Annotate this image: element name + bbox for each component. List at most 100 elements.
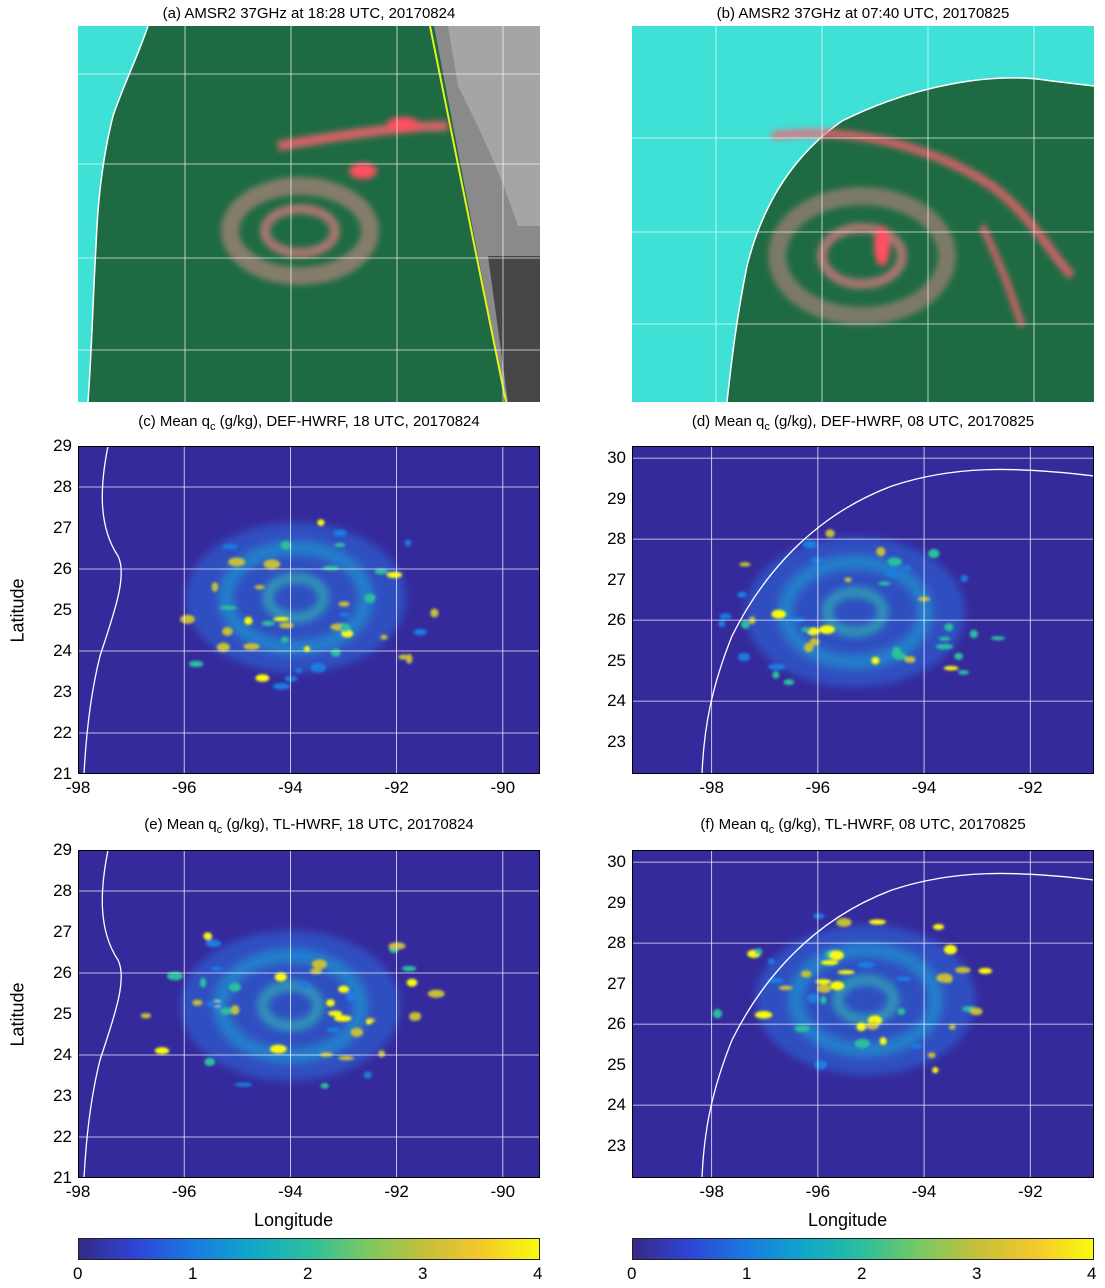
cell [430, 608, 439, 618]
cell [802, 539, 818, 549]
cell [778, 985, 793, 991]
cell [884, 569, 900, 577]
cell [311, 959, 328, 969]
y-tick-c: 26 [53, 559, 72, 578]
cell [203, 932, 213, 940]
x-tick-e: -90 [490, 1182, 516, 1201]
cell [406, 653, 413, 664]
coastline [701, 468, 1094, 774]
cell [754, 948, 763, 955]
y-tick-d: 29 [607, 488, 626, 508]
cell [928, 548, 940, 559]
colorbar-tick: 3 [972, 1264, 982, 1283]
cell [374, 568, 388, 575]
panel-a-swath-edge [429, 26, 507, 402]
cell [229, 982, 241, 992]
cell [205, 939, 222, 948]
cell [273, 616, 290, 622]
cell [830, 981, 845, 991]
cell [334, 542, 346, 548]
y-tick-c: 24 [53, 641, 72, 660]
colorbar-tick: 1 [188, 1264, 198, 1283]
panel-b-image [632, 26, 1094, 402]
cell [188, 660, 204, 668]
y-tick-c: 25 [53, 600, 72, 619]
cell [222, 627, 233, 636]
colorbar-tick: 4 [1087, 1264, 1097, 1283]
panel-b-title: (b) AMSR2 37GHz at 07:40 UTC, 20170825 [716, 5, 1010, 22]
cell [338, 1055, 355, 1061]
x-tick-f: -92 [1017, 1182, 1043, 1201]
y-axis-label-e: Latitude [7, 982, 28, 1047]
cell [338, 985, 350, 993]
y-tick-c: 29 [53, 436, 72, 455]
cell [261, 620, 275, 626]
y-tick-e: 23 [53, 1086, 72, 1105]
cell [363, 1071, 372, 1079]
panel-d-title: (d) Mean qc (g/kg), DEF-HWRF, 08 UTC, 20… [691, 413, 1035, 433]
colorbar-tick: 0 [627, 1264, 637, 1283]
colorbar-tick: 2 [303, 1264, 313, 1283]
cell [887, 557, 902, 567]
colorbar-right [632, 1238, 1094, 1260]
cell [234, 1082, 253, 1087]
x-tick-c: -90 [490, 778, 516, 797]
cell [402, 965, 417, 972]
axes-frame [632, 850, 1094, 1178]
y-tick-d: 28 [607, 529, 626, 549]
y-tick-c: 23 [53, 682, 72, 701]
y-tick-c: 22 [53, 723, 72, 742]
cell [413, 628, 428, 636]
cell [801, 627, 811, 633]
y-axis-label-c: Latitude [7, 578, 28, 643]
cell [772, 671, 780, 679]
panel-a-rainbands [221, 117, 449, 285]
cell [206, 1000, 224, 1007]
y-tick-e: 22 [53, 1127, 72, 1146]
cell [244, 616, 253, 625]
cell [871, 656, 880, 665]
cell [932, 923, 945, 930]
cell [166, 971, 184, 981]
cell [310, 662, 327, 673]
x-axis-label-e: Longitude [254, 1210, 334, 1230]
cell [199, 977, 207, 988]
panel-a-coastline [87, 26, 149, 402]
axes-frame [78, 446, 540, 774]
cell [932, 1066, 939, 1074]
cell [291, 953, 310, 958]
y-tick-f: 29 [607, 892, 626, 912]
cell [891, 651, 904, 658]
cell [303, 646, 311, 652]
y-tick-c: 28 [53, 477, 72, 496]
cell [856, 1022, 867, 1032]
y-tick-f: 30 [607, 852, 626, 872]
x-tick-f: -98 [699, 1182, 724, 1201]
colorbar-tick: 2 [857, 1264, 867, 1283]
cell [990, 636, 1005, 641]
panel-a-grid [78, 26, 540, 402]
cell [279, 622, 294, 629]
cell [339, 623, 351, 633]
cell [836, 917, 852, 927]
colorbar-tick: 4 [533, 1264, 543, 1283]
cell [204, 1057, 216, 1067]
cell [321, 565, 340, 571]
panel-e-title: (e) Mean qc (g/kg), TL-HWRF, 18 UTC, 201… [144, 816, 474, 836]
y-tick-c: 27 [53, 518, 72, 537]
cell [955, 966, 971, 974]
gridlines [632, 446, 1094, 774]
eyewall [263, 573, 328, 622]
cell [737, 591, 747, 598]
cell [284, 675, 298, 682]
cell [815, 979, 832, 985]
cell [806, 993, 820, 1004]
cell [790, 616, 805, 623]
cell [255, 674, 270, 682]
cell [364, 593, 376, 603]
cell [814, 1060, 828, 1070]
cell [800, 970, 812, 978]
cell [326, 999, 335, 1007]
cell [904, 656, 916, 663]
y-tick-f: 27 [607, 973, 626, 993]
